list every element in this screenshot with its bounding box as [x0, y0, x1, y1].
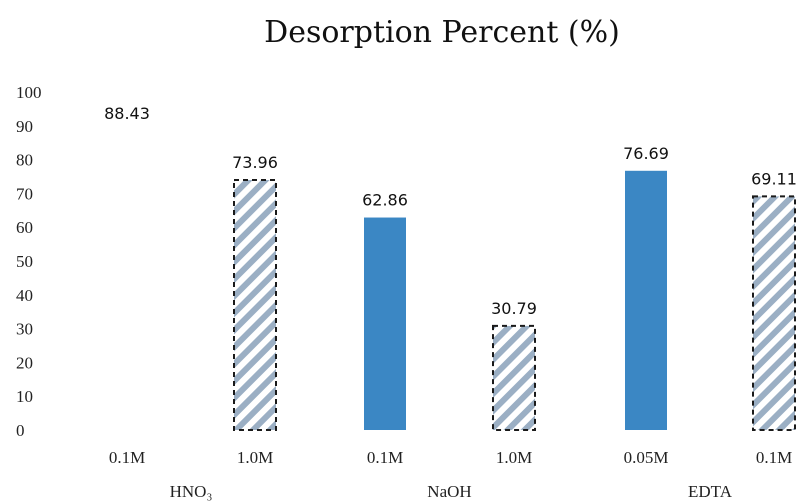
chart-title: Desorption Percent (%) [264, 15, 620, 50]
y-tick-label: 100 [16, 83, 42, 102]
group-label: HNO₃ [170, 482, 213, 501]
data-labels: 88.43 73.96 62.86 30.79 76.69 69.11 [104, 104, 797, 318]
x-tick-label: 0.1M [756, 448, 792, 467]
data-label: 88.43 [104, 104, 150, 123]
data-label: 73.96 [232, 153, 278, 172]
group-label: NaOH [427, 482, 471, 501]
y-tick-label: 30 [16, 320, 33, 339]
bar [364, 217, 406, 430]
x-tick-label: 0.1M [109, 448, 145, 467]
y-tick-label: 0 [16, 421, 25, 440]
bar [233, 179, 277, 431]
group-labels: HNO₃ NaOH EDTA [170, 482, 733, 501]
data-label: 76.69 [623, 144, 669, 163]
bars [106, 131, 796, 432]
x-tick-label: 1.0M [237, 448, 273, 467]
bar [106, 131, 148, 430]
group-label: EDTA [688, 482, 733, 501]
y-tick-label: 60 [16, 218, 33, 237]
x-tick-label: 1.0M [496, 448, 532, 467]
bar [492, 324, 536, 432]
y-tick-label: 20 [16, 353, 33, 372]
bar [752, 195, 796, 431]
x-axis: 0.1M 1.0M 0.1M 1.0M 0.05M 0.1M [109, 448, 792, 467]
y-tick-label: 90 [16, 117, 33, 136]
bar [625, 170, 667, 431]
y-tick-label: 50 [16, 252, 33, 271]
y-tick-label: 40 [16, 286, 33, 305]
y-axis: 0 10 20 30 40 50 60 70 80 90 100 [16, 83, 42, 440]
x-tick-label: 0.05M [624, 448, 669, 467]
y-tick-label: 80 [16, 151, 33, 170]
data-label: 69.11 [751, 169, 797, 188]
data-label: 30.79 [491, 299, 537, 318]
data-label: 62.86 [362, 191, 408, 210]
y-tick-label: 70 [16, 184, 33, 203]
y-tick-label: 10 [16, 387, 33, 406]
x-tick-label: 0.1M [367, 448, 403, 467]
